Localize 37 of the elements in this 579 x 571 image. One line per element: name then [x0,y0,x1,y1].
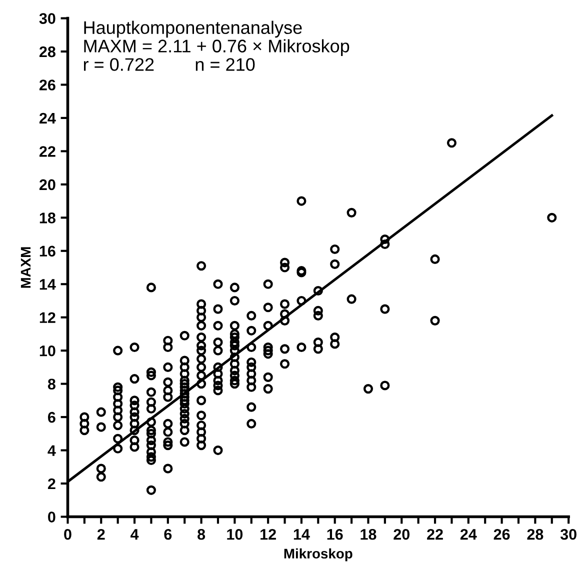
x-tick-label: 6 [164,528,172,540]
y-tick-label: 24 [39,112,56,124]
x-tick-label: 24 [460,528,477,540]
y-tick-label: 22 [39,146,56,157]
x-tick-label: 28 [527,528,544,540]
x-tick-label: 2 [97,528,105,540]
y-axis-title: MAXM [20,247,31,288]
annotation: r = 0.722 n = 210 [84,58,255,71]
y-tick-label: 6 [48,412,56,423]
y-tick-label: 18 [40,212,56,224]
x-tick-label: 8 [198,528,206,540]
y-tick-label: 16 [40,246,56,257]
x-tick-label: 20 [394,528,410,540]
y-tick-label: 8 [48,378,56,390]
y-tick-label: 20 [39,179,56,190]
y-tick-label: 2 [48,478,56,490]
x-tick-label: 4 [130,529,139,540]
x-axis-title: Mikroskop [284,548,352,562]
x-tick-label: 0 [64,528,72,540]
x-tick-label: 30 [560,528,576,540]
x-tick-label: 22 [427,528,443,540]
annotation: MAXM = 2.11 + 0.76 × Mikroskop [84,39,350,56]
y-tick-label: 26 [39,80,56,90]
y-tick-label: 10 [40,345,56,356]
x-tick-label: 18 [360,528,376,540]
annotation: Hauptkomponentenanalyse [84,20,302,38]
y-tick-label: 30 [39,13,56,24]
x-tick-label: 14 [294,529,310,540]
y-tick-label: 4 [48,445,56,456]
y-tick-label: 0 [48,512,56,522]
y-tick-label: 14 [40,279,56,290]
y-tick-label: 28 [39,46,56,58]
x-tick-label: 10 [227,528,243,540]
x-tick-label: 16 [327,528,343,540]
x-tick-label: 12 [260,528,276,540]
y-tick-label: 12 [40,312,56,323]
x-tick-label: 26 [494,528,510,540]
